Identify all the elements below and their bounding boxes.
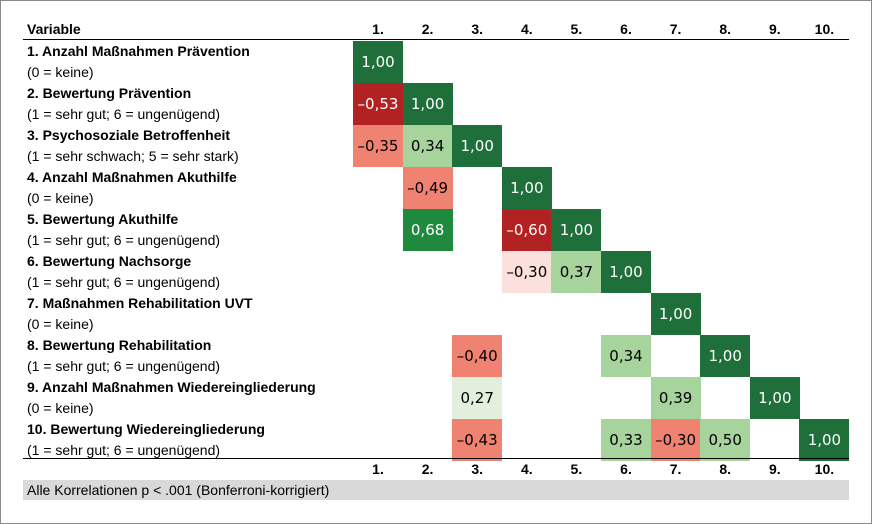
variable-name: 7. Maßnahmen Rehabilitation UVT (27, 295, 253, 311)
correlation-cell: –0,30 (650, 419, 701, 461)
variable-name: 10. Bewertung Wiedereingliederung (27, 421, 265, 437)
column-header-bottom: 1. (372, 461, 384, 477)
correlation-cell: –0,49 (402, 167, 453, 209)
column-header-bottom: 7. (669, 461, 682, 477)
variable-name: 2. Bewertung Prävention (27, 85, 192, 101)
correlation-cell: 1,00 (700, 335, 751, 377)
correlation-cell: –0,40 (452, 335, 503, 377)
bottom-rule (23, 458, 849, 459)
correlation-cell: 1,00 (353, 41, 403, 83)
column-header-bottom: 2. (421, 461, 434, 477)
column-header: 2. (421, 21, 434, 37)
variable-name: 6. Bewertung Nachsorge (27, 253, 192, 269)
variable-name: 1. Anzahl Maßnahmen Prävention (27, 43, 250, 59)
variable-scale: (0 = keine) (27, 190, 94, 206)
correlation-cell: –0,35 (353, 125, 403, 167)
column-header-bottom: 4. (520, 461, 533, 477)
correlation-cell: 0,34 (601, 335, 651, 377)
correlation-cell: 1,00 (799, 419, 850, 461)
correlation-cell: 1,00 (402, 83, 453, 125)
correlation-cell: 1,00 (452, 125, 503, 167)
column-header: 8. (719, 21, 732, 37)
variable-name: 4. Anzahl Maßnahmen Akuthilfe (27, 169, 237, 185)
variable-name: 3. Psychosoziale Betroffenheit (27, 127, 231, 143)
variable-scale: (1 = sehr gut; 6 = ungenügend) (27, 232, 221, 248)
correlation-cell: 1,00 (749, 377, 800, 419)
column-header-bottom: 10. (814, 461, 835, 477)
column-header: 7. (669, 21, 682, 37)
correlation-cell: 0,50 (700, 419, 751, 461)
header-rule (23, 39, 849, 40)
correlation-cell: 1,00 (650, 293, 701, 335)
variable-name: 5. Bewertung Akuthilfe (27, 211, 179, 227)
correlation-cell: 0,33 (601, 419, 651, 461)
variable-name: 9. Anzahl Maßnahmen Wiedereingliederung (27, 379, 316, 395)
variable-scale: (1 = sehr gut; 6 = ungenügend) (27, 106, 221, 122)
footnote-text: Alle Korrelationen p < .001 (Bonferroni-… (27, 482, 330, 498)
column-header: 3. (471, 21, 484, 37)
column-header-bottom: 6. (620, 461, 632, 477)
variable-scale: (1 = sehr gut; 6 = ungenügend) (27, 274, 221, 290)
variable-scale: (0 = keine) (27, 316, 94, 332)
column-header-bottom: 5. (570, 461, 583, 477)
column-header-bottom: 8. (719, 461, 732, 477)
correlation-cell: 1,00 (601, 251, 651, 293)
correlation-cell: 1,00 (551, 209, 602, 251)
correlation-cell: 0,37 (551, 251, 602, 293)
column-header: 1. (372, 21, 384, 37)
variable-scale: (1 = sehr gut; 6 = ungenügend) (27, 442, 221, 458)
column-header-bottom: 3. (471, 461, 484, 477)
variable-header: Variable (27, 21, 81, 37)
variable-scale: (0 = keine) (27, 400, 94, 416)
column-header: 4. (520, 21, 533, 37)
column-header: 10. (814, 21, 835, 37)
column-header: 5. (570, 21, 583, 37)
correlation-cell: 0,34 (402, 125, 453, 167)
variable-name: 8. Bewertung Rehabilitation (27, 337, 212, 353)
correlation-cell: –0,43 (452, 419, 503, 461)
correlation-cell: –0,30 (501, 251, 552, 293)
column-header: 6. (620, 21, 632, 37)
variable-scale: (0 = keine) (27, 64, 94, 80)
variable-scale: (1 = sehr gut; 6 = ungenügend) (27, 358, 221, 374)
correlation-cell: 0,68 (402, 209, 453, 251)
correlation-cell: –0,60 (501, 209, 552, 251)
footnote-bar: Alle Korrelationen p < .001 (Bonferroni-… (23, 480, 849, 500)
correlation-cell: –0,53 (353, 83, 403, 125)
correlation-cell: 0,39 (650, 377, 701, 419)
column-header-bottom: 9. (768, 461, 781, 477)
column-header: 9. (768, 21, 781, 37)
variable-scale: (1 = sehr schwach; 5 = sehr stark) (27, 148, 239, 164)
correlation-cell: 0,27 (452, 377, 503, 419)
correlation-cell: 1,00 (501, 167, 552, 209)
